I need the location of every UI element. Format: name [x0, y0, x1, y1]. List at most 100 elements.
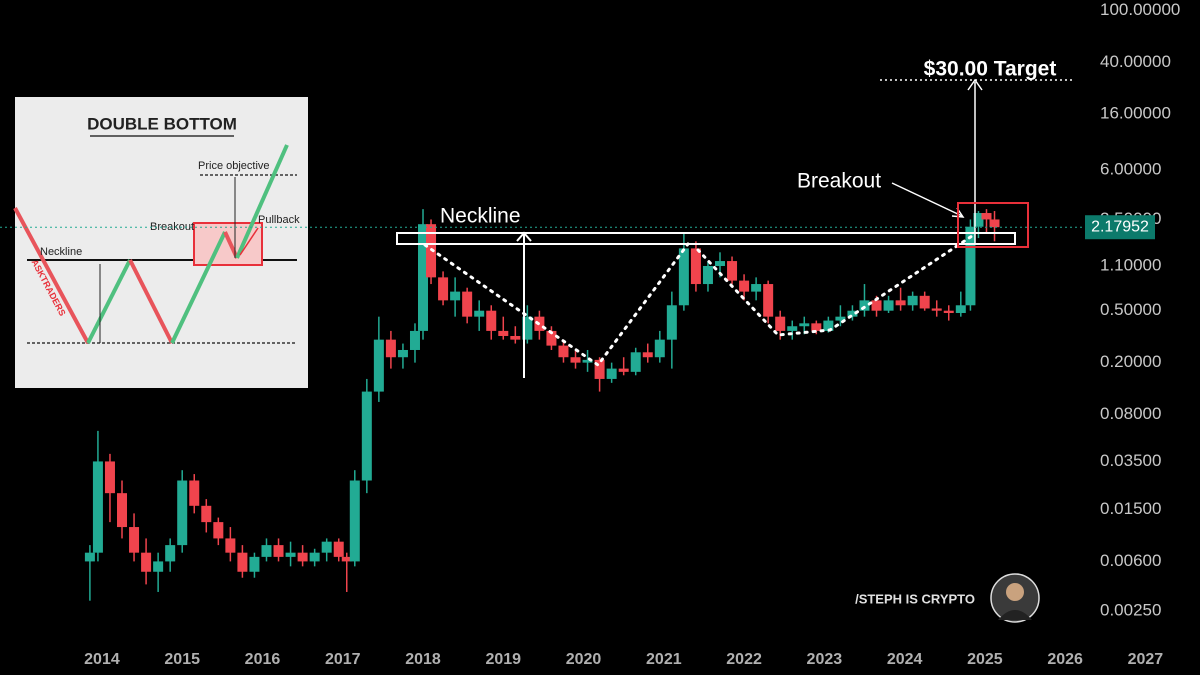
candle-body: [189, 480, 200, 506]
candle-body: [361, 391, 372, 481]
y-tick-label: 1.10000: [1100, 255, 1161, 274]
y-tick-label: 16.00000: [1100, 104, 1171, 123]
candle-body: [763, 284, 774, 317]
candle-body: [462, 291, 473, 317]
candle-body: [104, 461, 115, 494]
inset-line: [128, 259, 174, 344]
last-price-box: [1085, 215, 1155, 240]
inset-breakout-label: Breakout: [150, 221, 194, 233]
candle-body: [117, 493, 128, 528]
y-tick-label: 40.00000: [1100, 52, 1171, 71]
x-tick-label: 2021: [646, 651, 682, 668]
candle-body: [510, 335, 521, 340]
candle-body: [582, 359, 593, 363]
candle-body: [823, 320, 834, 331]
candle-body: [727, 261, 738, 281]
highlight-box: [957, 202, 1029, 248]
candle-body: [618, 368, 629, 372]
candle-body: [397, 349, 408, 358]
inset-objective-label: Price objective: [198, 160, 270, 172]
candle-body: [373, 339, 384, 392]
x-tick-label: 2026: [1047, 651, 1083, 668]
candle-body: [955, 305, 966, 314]
avatar-face: [1006, 583, 1024, 601]
candle-body: [153, 561, 164, 572]
candle-body: [297, 552, 308, 562]
y-tick-label: 0.00250: [1100, 601, 1161, 620]
x-tick-label: 2019: [485, 651, 521, 668]
x-tick-label: 2020: [566, 651, 602, 668]
candle-body: [474, 310, 485, 317]
inset-title: DOUBLE BOTTOM: [87, 114, 237, 133]
x-tick-label: 2014: [84, 651, 120, 668]
candle-body: [871, 300, 882, 311]
candle-body: [630, 352, 641, 372]
y-tick-label: 0.20000: [1100, 352, 1161, 371]
candle-body: [981, 213, 992, 220]
x-tick-label: 2023: [807, 651, 843, 668]
arrow-head: [967, 78, 983, 91]
dotted-path: [696, 234, 974, 337]
candle-body: [418, 224, 429, 331]
candle-body: [558, 345, 569, 358]
candle-body: [213, 522, 224, 539]
dotted-path: [423, 242, 690, 368]
plot: 2014 2015 2016 2017 2018 2019 2020 2021 2022 2023…: [84, 0, 1180, 668]
x-tick-label: 2027: [1128, 651, 1164, 668]
candle-body: [261, 545, 272, 557]
candle-body: [715, 261, 725, 266]
neckline-label: Neckline: [440, 205, 521, 228]
last-price-label: 2.17952: [1091, 218, 1149, 235]
candle-body: [546, 330, 557, 346]
candle-body: [321, 541, 332, 553]
candle-body: [835, 316, 846, 321]
candle-body: [666, 305, 677, 340]
candle-body: [177, 480, 188, 546]
inset-line: [13, 207, 90, 344]
y-tick-label: 0.01500: [1100, 499, 1161, 518]
candle-body: [438, 277, 449, 301]
candle-body: [522, 316, 533, 340]
arrow: [891, 182, 963, 217]
candle-body: [811, 323, 822, 331]
inset-line: [170, 231, 227, 344]
candle-body: [702, 265, 713, 285]
candle-body: [237, 552, 248, 572]
candle-body: [654, 339, 665, 358]
candle-body: [642, 352, 653, 358]
x-tick-label: 2017: [325, 651, 361, 668]
breakout-label: Breakout: [797, 170, 881, 193]
candle-body: [273, 545, 284, 557]
candle-body: [385, 339, 396, 358]
candle-body: [225, 538, 236, 553]
candle-body: [965, 226, 976, 306]
candle-body: [847, 310, 858, 317]
candle-body: [409, 330, 420, 350]
inset-line: [235, 144, 289, 259]
avatar-body: [998, 610, 1032, 620]
neckline-box: [396, 232, 1016, 245]
candle-body: [883, 300, 894, 311]
candle-body: [249, 556, 260, 572]
inset: DOUBLE BOTTOM Neckline Breakout Pullback…: [13, 97, 308, 388]
candle-body: [989, 219, 1000, 228]
inset-line: [86, 259, 132, 344]
candle-body: [201, 505, 212, 523]
candle-body: [450, 291, 461, 301]
candle-body: [973, 213, 984, 227]
candle-body: [92, 461, 103, 553]
candle-body: [787, 326, 798, 331]
x-tick-label: 2024: [887, 651, 923, 668]
candle-body: [349, 480, 360, 562]
y-tick-label: 0.08000: [1100, 404, 1161, 423]
candle-body: [606, 368, 617, 379]
x-tick-label: 2025: [967, 651, 1003, 668]
y-tick-label: 0.50000: [1100, 300, 1161, 319]
candle-body: [690, 248, 701, 285]
candle-body: [931, 308, 942, 311]
candle-body: [895, 300, 906, 306]
inset-arrow: [239, 227, 259, 256]
x-tick-label: 2018: [405, 651, 441, 668]
candle-body: [333, 541, 344, 557]
